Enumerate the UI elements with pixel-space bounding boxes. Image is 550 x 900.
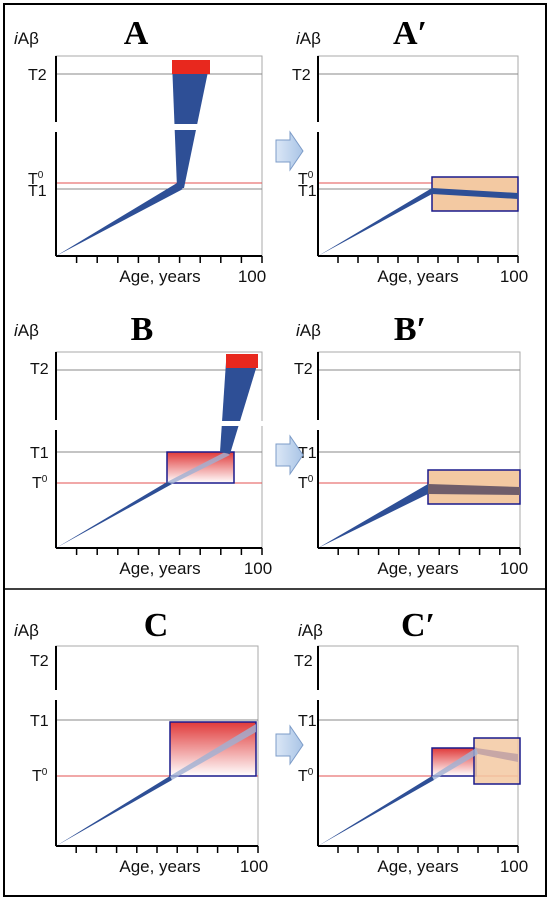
x-axis-label: Age, years (119, 267, 200, 286)
red-cap (226, 354, 258, 368)
t0-label: T0 (298, 170, 314, 188)
x-axis-label: Age, years (119, 559, 200, 578)
axis-break (314, 690, 322, 700)
panel-c: C iAβ T2 T1 T0 Age, years 100 (14, 607, 268, 876)
panel-letter: C′ (401, 607, 435, 644)
risk-box (169, 721, 257, 777)
panel-b-prime: B′ iAβ T2 T1 T0 Age, years 100 (294, 311, 528, 578)
trajectory-plateau (428, 484, 520, 495)
trajectory-faded (170, 724, 256, 780)
trajectory-faded (432, 748, 478, 780)
t2-label: T2 (30, 361, 49, 378)
t1-label: T1 (298, 713, 317, 730)
arrow-icon (275, 724, 304, 766)
x-axis-ticks (75, 256, 521, 853)
t2-label: T2 (294, 653, 313, 670)
t1-label: T1 (28, 183, 47, 200)
x-max-label: 100 (500, 267, 528, 286)
y-axis-label: iAβ (296, 29, 321, 48)
axis-break (314, 420, 322, 430)
t0-label: T0 (28, 170, 44, 188)
panel-b: B iAβ T2 T1 T0 Age, years 100 (14, 311, 272, 578)
t1-label: T1 (30, 713, 49, 730)
axis-break (52, 122, 60, 132)
trajectory-band (318, 188, 518, 256)
panel-letter: B (131, 311, 154, 348)
trajectory-faded (167, 452, 230, 484)
x-axis-label: Age, years (119, 857, 200, 876)
steep-trajectory (220, 362, 258, 454)
t0-label: T0 (298, 474, 314, 492)
x-max-label: 100 (240, 857, 268, 876)
trajectory-band (318, 484, 428, 548)
arrow-icon (275, 130, 304, 172)
axis-break (52, 420, 60, 430)
plot-frame (55, 55, 263, 257)
trajectory-break (168, 124, 214, 130)
trajectory-band (56, 482, 172, 548)
panel-a-prime: A′ iAβ T2 T0 T1 Age, years 100 (292, 15, 528, 286)
t1-label: T1 (298, 183, 317, 200)
panel-a: A iAβ T2 T0 T1 Age, years 100 (14, 15, 266, 286)
trajectory-break (214, 421, 264, 426)
arrow-icon (275, 434, 304, 476)
t0-label: T0 (32, 474, 48, 492)
intervention-box (473, 737, 521, 785)
trajectory-plateau (476, 748, 518, 762)
plot-frame (317, 351, 521, 549)
trajectory-band (56, 183, 183, 256)
panel-letter: A′ (393, 15, 427, 52)
panel-letter: A (124, 15, 149, 52)
trajectory-band (56, 776, 172, 846)
y-axis-label: iAβ (14, 621, 39, 640)
x-max-label: 100 (500, 857, 528, 876)
x-axis-label: Age, years (377, 559, 458, 578)
t2-label: T2 (292, 67, 311, 84)
t0-label: T0 (298, 767, 314, 785)
y-axis-label: iAβ (298, 621, 323, 640)
t2-label: T2 (28, 67, 47, 84)
x-max-label: 100 (238, 267, 266, 286)
trajectory-band (318, 776, 434, 846)
x-max-label: 100 (500, 559, 528, 578)
y-axis-label: iAβ (14, 29, 39, 48)
plot-frame (317, 55, 519, 257)
y-axis-label: iAβ (296, 321, 321, 340)
t0-label: T0 (32, 767, 48, 785)
t2-label: T2 (30, 653, 49, 670)
y-axis-label: iAβ (14, 321, 39, 340)
panel-letter: B′ (394, 311, 426, 348)
panel-c-prime: C′ iAβ T2 T1 T0 Age, years 100 (294, 607, 528, 876)
x-axis-label: Age, years (377, 857, 458, 876)
panel-letter: C (144, 607, 169, 644)
t2-label: T2 (294, 361, 313, 378)
x-axis-label: Age, years (377, 267, 458, 286)
axis-break (52, 690, 60, 700)
t1-label: T1 (30, 445, 49, 462)
t1-label: T1 (298, 445, 317, 462)
red-cap (172, 60, 210, 74)
outer-frame (3, 3, 547, 897)
axis-break (314, 122, 322, 132)
x-max-label: 100 (244, 559, 272, 578)
